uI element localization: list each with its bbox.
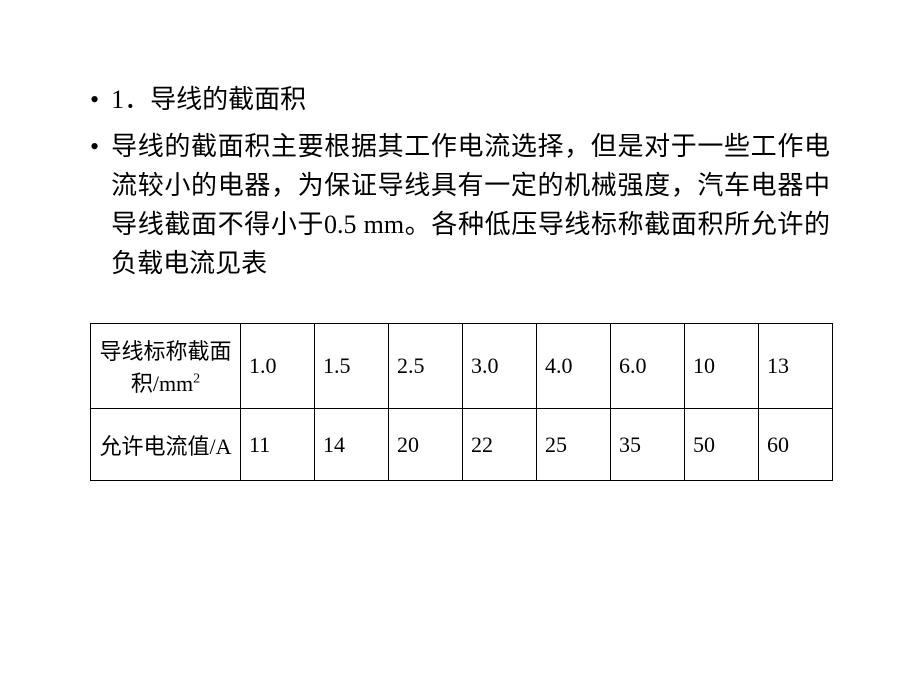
table-cell: 60: [759, 409, 833, 481]
table-cell: 1.5: [315, 324, 389, 409]
bullet-marker: •: [90, 127, 99, 283]
table-cell: 25: [537, 409, 611, 481]
bullet-text: 1．导线的截面积: [111, 80, 306, 119]
bullet-item: • 1．导线的截面积: [90, 80, 830, 119]
row-header: 允许电流值/A: [91, 409, 241, 481]
table-row: 导线标称截面积/mm2 1.0 1.5 2.5 3.0 4.0 6.0 10 1…: [91, 324, 833, 409]
data-table-container: 导线标称截面积/mm2 1.0 1.5 2.5 3.0 4.0 6.0 10 1…: [90, 323, 830, 481]
table-cell: 13: [759, 324, 833, 409]
bullet-item: • 导线的截面积主要根据其工作电流选择，但是对于一些工作电流较小的电器，为保证导…: [90, 127, 830, 283]
table-cell: 2.5: [389, 324, 463, 409]
table-cell: 35: [611, 409, 685, 481]
table-cell: 22: [463, 409, 537, 481]
slide-content: • 1．导线的截面积 • 导线的截面积主要根据其工作电流选择，但是对于一些工作电…: [90, 80, 830, 481]
table-cell: 11: [241, 409, 315, 481]
table-cell: 50: [685, 409, 759, 481]
wire-spec-table: 导线标称截面积/mm2 1.0 1.5 2.5 3.0 4.0 6.0 10 1…: [90, 323, 833, 481]
table-cell: 10: [685, 324, 759, 409]
table-cell: 14: [315, 409, 389, 481]
table-cell: 3.0: [463, 324, 537, 409]
bullet-text: 导线的截面积主要根据其工作电流选择，但是对于一些工作电流较小的电器，为保证导线具…: [111, 127, 830, 283]
bullet-marker: •: [90, 80, 99, 119]
table-row: 允许电流值/A 11 14 20 22 25 35 50 60: [91, 409, 833, 481]
table-cell: 20: [389, 409, 463, 481]
table-cell: 4.0: [537, 324, 611, 409]
table-cell: 6.0: [611, 324, 685, 409]
table-cell: 1.0: [241, 324, 315, 409]
row-header: 导线标称截面积/mm2: [91, 324, 241, 409]
